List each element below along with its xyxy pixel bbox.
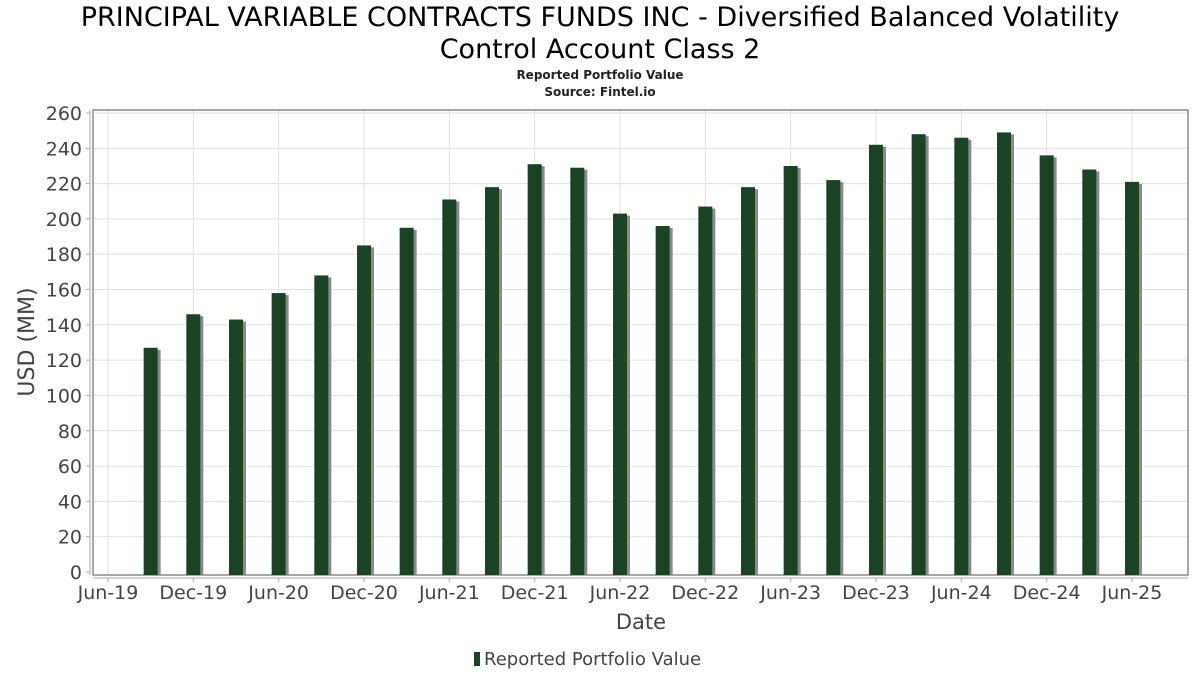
- bar: [1125, 181, 1139, 575]
- y-tick-label: 240: [46, 138, 82, 160]
- bar: [826, 180, 841, 576]
- bar: [1039, 155, 1054, 575]
- bar: [314, 275, 329, 575]
- bar: [271, 293, 286, 575]
- bar: [954, 137, 969, 575]
- x-tick-label: Dec-23: [842, 582, 910, 604]
- bar: [527, 164, 542, 575]
- plot-area-frame: [92, 109, 1189, 576]
- x-tick-label: Dec-22: [671, 582, 739, 604]
- bar: [997, 132, 1011, 575]
- y-axis-ticks: 0 20 40 60 80 100 120 140 160 180 200 220 240 260: [46, 103, 90, 584]
- x-tick-label: Jun-21: [418, 582, 480, 604]
- chart-source: Source: Fintel.io: [544, 85, 656, 99]
- x-tick-label: Dec-20: [330, 582, 398, 604]
- y-tick-label: 160: [46, 280, 82, 302]
- chart-title-line-2: Control Account Class 2: [439, 34, 761, 65]
- x-tick-label: Jun-20: [247, 582, 309, 604]
- legend: Reported Portfolio Value: [474, 649, 701, 670]
- x-tick-label: Jun-19: [77, 582, 139, 604]
- chart-subtitle: Reported Portfolio Value: [516, 68, 684, 82]
- grid-lines: [93, 110, 1188, 575]
- y-tick-label: 220: [46, 174, 82, 196]
- y-tick-label: 180: [46, 244, 82, 266]
- y-tick-label: 100: [46, 385, 82, 407]
- bar: [357, 245, 371, 575]
- bar: [911, 134, 926, 575]
- x-tick-label: Dec-24: [1013, 582, 1081, 604]
- y-tick-label: 120: [46, 350, 82, 372]
- x-tick-label: Jun-23: [759, 582, 821, 604]
- chart-title-line-1: PRINCIPAL VARIABLE CONTRACTS FUNDS INC -…: [80, 2, 1120, 33]
- bar: [143, 347, 158, 575]
- y-tick-label: 20: [58, 527, 82, 549]
- bar: [485, 187, 499, 575]
- bar: [741, 187, 755, 575]
- y-tick-label: 260: [46, 103, 82, 125]
- x-axis-ticks: Jun-19 Dec-19 Jun-20 Dec-20 Jun-21 Dec-21 Jun-…: [77, 578, 1163, 604]
- y-tick-label: 40: [58, 491, 82, 513]
- y-tick-label: 140: [46, 315, 82, 337]
- bar: [698, 206, 713, 576]
- x-tick-label: Dec-21: [501, 582, 569, 604]
- bar: [783, 165, 798, 575]
- bar: [869, 144, 883, 575]
- x-tick-label: Jun-25: [1101, 582, 1163, 604]
- x-axis-label: Date: [616, 610, 666, 634]
- bar: [442, 199, 457, 575]
- bar: [655, 225, 670, 575]
- bar: [1082, 169, 1097, 575]
- x-tick-label: Dec-19: [159, 582, 227, 604]
- y-tick-label: 80: [58, 421, 82, 443]
- x-tick-label: Jun-24: [930, 582, 992, 604]
- bar: [186, 314, 201, 575]
- x-tick-label: Jun-22: [589, 582, 651, 604]
- bar: [613, 213, 627, 575]
- legend-label: Reported Portfolio Value: [484, 649, 701, 670]
- bar: [570, 167, 585, 575]
- y-tick-label: 200: [46, 209, 82, 231]
- bar-series: [143, 132, 1142, 576]
- y-tick-label: 60: [58, 456, 82, 478]
- y-axis-label: USD (MM): [15, 287, 40, 396]
- y-tick-label: 0: [70, 562, 82, 584]
- legend-swatch: [474, 652, 480, 666]
- bar: [399, 227, 414, 575]
- bar: [229, 319, 243, 575]
